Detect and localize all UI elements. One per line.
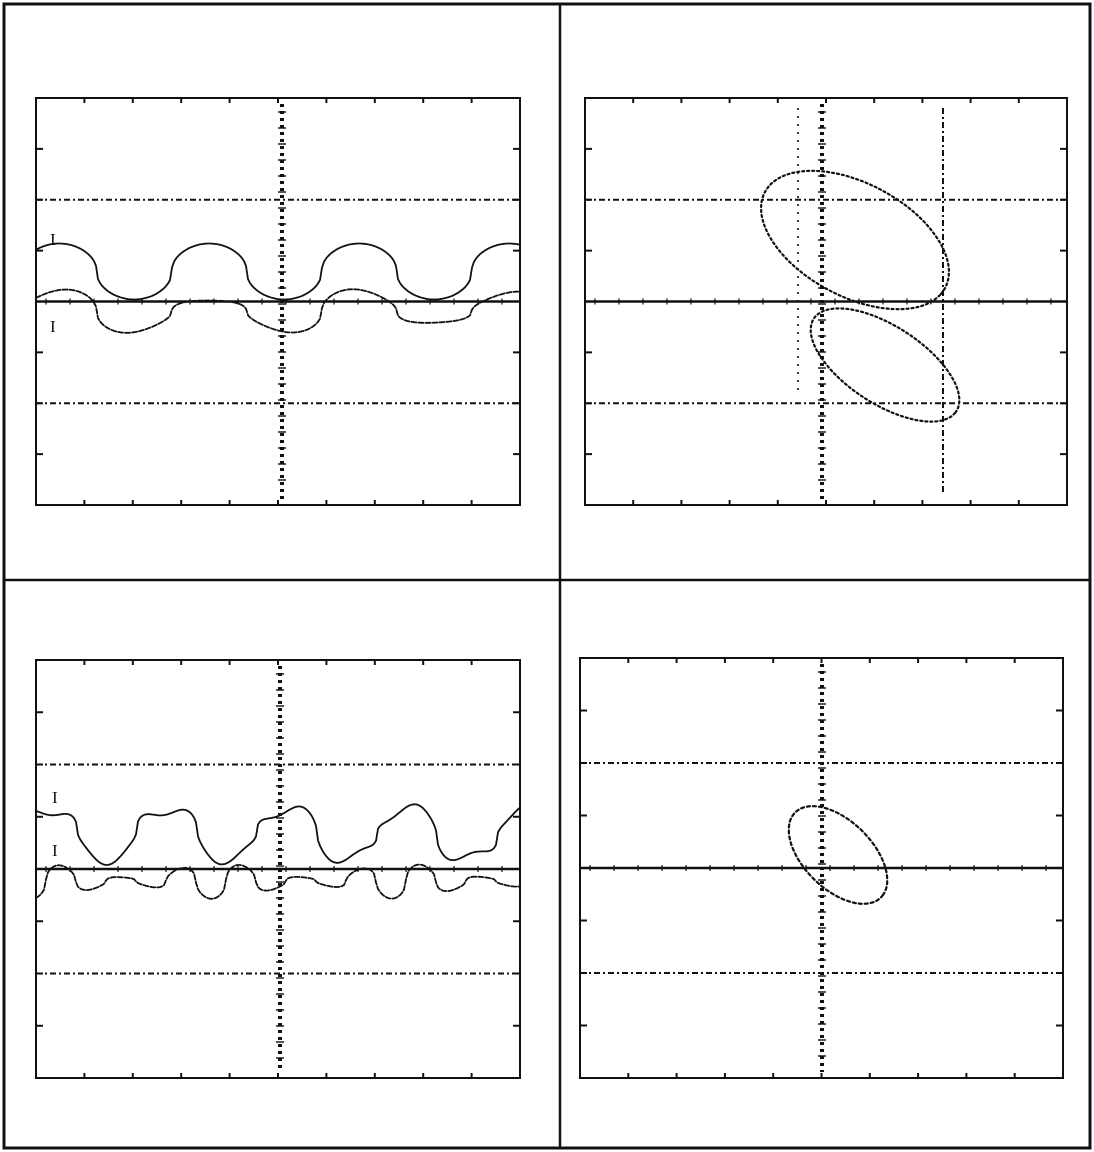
trace-label: I: [50, 317, 56, 336]
phase-loop-lower: [809, 307, 961, 423]
panel-top-left: II: [35, 97, 521, 506]
panel-bottom-right: [579, 657, 1064, 1079]
trace-1: [35, 242, 521, 301]
phase-loop-upper: [760, 169, 950, 311]
trace-2: [35, 863, 521, 900]
phase-loop: [787, 805, 889, 905]
trace-2: [35, 288, 521, 334]
trace-1: [35, 803, 521, 866]
trace-label: I: [50, 230, 56, 249]
trace-label: I: [52, 841, 58, 860]
panel-top-right: [584, 97, 1068, 506]
trace-label: I: [52, 788, 58, 807]
panel-bottom-left: II: [35, 659, 521, 1079]
